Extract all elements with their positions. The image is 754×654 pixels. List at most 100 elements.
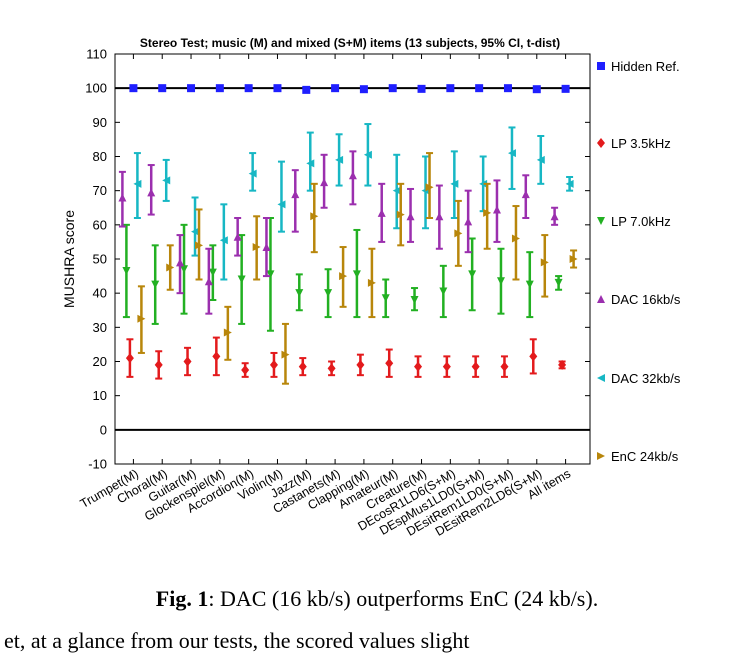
data-point: [223, 328, 232, 337]
legend: Hidden Ref. LP 3.5kHz LP 7.0kHz DAC 16kb/s D…: [597, 59, 681, 464]
data-point: [291, 190, 300, 199]
data-point: [388, 84, 397, 93]
legend-label: DAC 32kb/s: [611, 371, 681, 386]
data-point: [454, 229, 463, 238]
data-point: [125, 353, 134, 364]
data-point: [180, 265, 189, 274]
data-point: [183, 356, 192, 367]
figure-caption-label: Fig. 1: [155, 586, 209, 611]
data-point: [439, 287, 448, 296]
data-point: [377, 208, 386, 217]
data-point: [503, 84, 512, 93]
data-point: [417, 84, 426, 93]
data-point: [204, 277, 213, 286]
data-point: [273, 84, 282, 93]
data-point: [414, 361, 423, 372]
data-point: [450, 179, 459, 188]
data-point: [137, 314, 146, 323]
y-axis: -10 0 10 20 30 40 50 60 70 80 90 100 110: [85, 47, 590, 472]
data-point: [492, 205, 501, 214]
series-dac-16kb-s: [118, 150, 559, 315]
data-point: [483, 208, 492, 217]
data-point: [324, 289, 333, 298]
data-point: [331, 84, 340, 93]
data-point: [262, 243, 271, 252]
y-tick-label: 90: [93, 115, 107, 130]
data-point: [356, 359, 365, 370]
data-point: [158, 84, 167, 93]
data-point: [151, 280, 160, 289]
data-point: [212, 351, 221, 362]
data-point: [162, 176, 171, 185]
reference-lines: [115, 87, 590, 431]
data-point: [425, 183, 434, 192]
data-point: [233, 232, 242, 241]
data-point: [475, 84, 484, 93]
series-enc-24kb-s: [137, 152, 578, 385]
data-point: [479, 179, 488, 188]
figure-caption-text: : DAC (16 kb/s) outperforms EnC (24 kb/s…: [208, 586, 599, 611]
y-tick-label: 40: [93, 286, 107, 301]
data-point: [166, 263, 175, 272]
cutoff-body-text: et, at a glance from our tests, the scor…: [4, 628, 470, 653]
data-point: [248, 169, 257, 178]
y-tick-label: 70: [93, 183, 107, 198]
y-tick-label: 30: [93, 320, 107, 335]
y-tick-label: 50: [93, 252, 107, 267]
data-point: [471, 361, 480, 372]
data-point: [540, 258, 549, 267]
data-point: [348, 171, 357, 180]
data-point: [187, 84, 196, 93]
figure-caption: Fig. 1: DAC (16 kb/s) outperforms EnC (2…: [0, 586, 754, 612]
legend-label: LP 3.5kHz: [611, 136, 671, 151]
data-point: [281, 350, 290, 359]
data-point: [147, 188, 156, 197]
data-point: [464, 217, 473, 226]
series-hidden-ref-: [129, 84, 570, 94]
data-point: [252, 243, 261, 252]
data-point: [339, 272, 348, 281]
data-point: [298, 361, 307, 372]
x-axis: Trumpet(M)Choral(M)Guitar(M)Glockenspiel…: [78, 54, 573, 539]
data-point: [191, 227, 200, 236]
data-point: [561, 84, 570, 93]
data-point: [392, 186, 401, 195]
series-layer: [118, 84, 578, 385]
data-point: [550, 212, 559, 221]
data-point: [215, 84, 224, 93]
legend-marker: [597, 217, 605, 225]
data-point: [118, 193, 127, 202]
y-tick-label: 110: [86, 47, 107, 62]
data-point: [507, 149, 516, 158]
data-point: [410, 296, 419, 304]
data-point: [496, 277, 505, 286]
data-point: [558, 359, 567, 370]
data-point: [306, 159, 315, 168]
data-point: [367, 278, 376, 287]
series-lp-7-0khz: [122, 217, 563, 332]
data-point: [176, 258, 185, 267]
data-point: [381, 294, 390, 303]
data-point: [241, 365, 250, 376]
series-lp-3-5khz: [125, 336, 567, 380]
data-point: [468, 270, 477, 279]
legend-marker: [597, 62, 605, 70]
data-point: [335, 155, 344, 164]
data-point: [219, 236, 228, 245]
data-point: [129, 84, 138, 93]
legend-label: Hidden Ref.: [611, 59, 680, 74]
data-point: [569, 255, 578, 263]
data-point: [565, 179, 574, 188]
data-point: [208, 268, 217, 277]
data-point: [511, 234, 520, 243]
data-point: [327, 363, 336, 374]
y-tick-label: 80: [93, 149, 107, 164]
data-point: [385, 358, 394, 369]
data-point: [266, 270, 275, 279]
data-point: [521, 190, 530, 199]
data-point: [446, 84, 455, 93]
data-point: [396, 210, 405, 219]
data-point: [532, 85, 541, 94]
legend-marker: [597, 452, 605, 460]
data-point: [435, 212, 444, 221]
